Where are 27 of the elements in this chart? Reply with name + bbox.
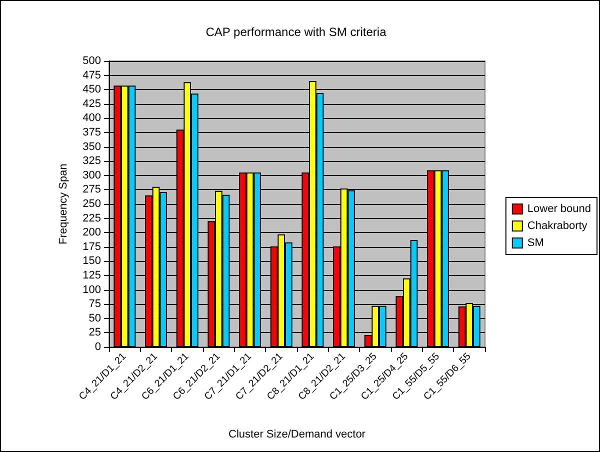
- y-tick-label: 300: [82, 169, 101, 182]
- y-tick-label: 250: [82, 198, 101, 210]
- y-tick-label: 150: [82, 255, 101, 268]
- legend-label: Lower bound: [527, 203, 592, 215]
- y-tick-label: 50: [88, 312, 101, 324]
- y-tick-label: 275: [82, 184, 101, 196]
- y-tick-label: 25: [88, 326, 101, 339]
- y-tick-label: 100: [82, 284, 101, 296]
- y-tick-label: 225: [82, 212, 101, 224]
- y-tick-label: 125: [82, 270, 101, 282]
- y-tick-label: 425: [82, 98, 101, 110]
- y-tick-label: 450: [82, 84, 101, 96]
- y-tick-label: 325: [82, 155, 101, 168]
- y-axis-title: Frequency Span: [58, 164, 70, 244]
- y-tick-label: 400: [82, 112, 101, 124]
- y-tick-label: 375: [82, 126, 101, 138]
- y-tick-label: 0: [94, 341, 101, 353]
- legend-label: Chakraborty: [527, 220, 588, 232]
- y-tick-label: 175: [82, 240, 101, 253]
- y-tick-label: 475: [82, 69, 101, 82]
- chart-title: CAP performance with SM criteria: [206, 25, 387, 39]
- legend-label: SM: [527, 237, 544, 249]
- y-tick-label: 350: [82, 140, 101, 153]
- x-axis-title: Cluster Size/Demand vector: [228, 428, 366, 440]
- y-tick-label: 500: [82, 55, 101, 67]
- y-tick-label: 200: [82, 226, 101, 239]
- y-tick-label: 75: [88, 298, 101, 310]
